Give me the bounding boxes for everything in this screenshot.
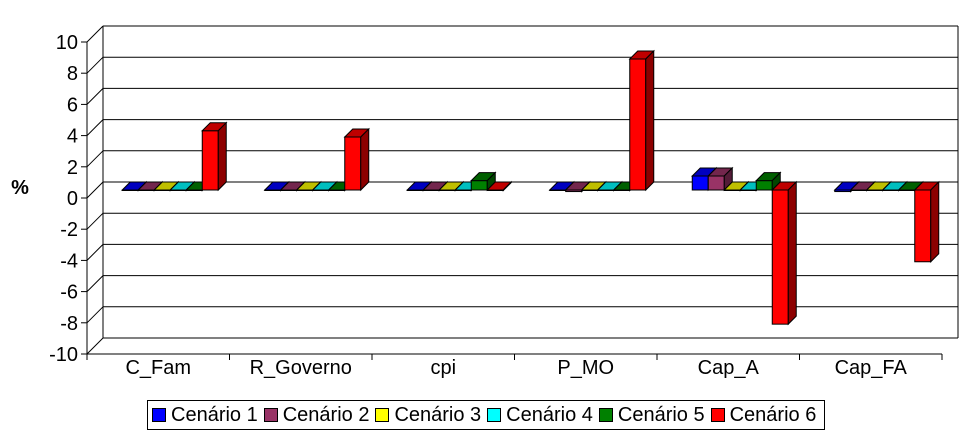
legend-swatch — [487, 408, 502, 422]
bar-chart: 10 8 6 4 2 0 -2 -4 -6 -8 -10 C_Fam R_Governo cpi P_MO C… — [11, 25, 959, 379]
bar-side — [502, 180, 512, 192]
legend-item: Cenário 6 — [710, 403, 817, 427]
bar-side — [217, 121, 227, 192]
legend-item: Cenário 3 — [375, 404, 481, 427]
legend-label: Cenário 4 — [506, 403, 593, 426]
legend-swatch — [375, 408, 390, 422]
side-wall-line — [86, 119, 104, 136]
y-tick-label: 8 — [67, 63, 78, 85]
legend-swatch — [263, 408, 278, 422]
bar — [913, 180, 940, 263]
side-wall-line — [86, 150, 104, 168]
bar — [771, 180, 798, 326]
legend-swatch — [152, 408, 166, 422]
side-wall-line — [86, 306, 104, 324]
side-wall-line — [86, 337, 104, 355]
y-axis-unit-label: % — [11, 177, 29, 199]
bar-front — [344, 136, 362, 191]
axis-layer — [81, 25, 959, 360]
bar-side — [930, 180, 940, 263]
y-tick-label: -2 — [60, 219, 78, 241]
bar-front — [629, 58, 647, 191]
y-tick-label: 0 — [67, 188, 78, 210]
category-label: P_MO — [557, 357, 614, 379]
legend-label: Cenário 6 — [729, 403, 817, 426]
side-wall-line — [86, 212, 104, 230]
y-tick-label: 10 — [56, 32, 78, 54]
chart-legend: Cenário 1 Cenário 2 Cenário 3 Cenário 4 Cená… — [147, 400, 826, 430]
bar-front — [914, 189, 932, 263]
bar — [755, 171, 782, 192]
bar-front — [691, 175, 709, 191]
side-wall-line — [86, 25, 104, 43]
y-tick-label: -8 — [60, 313, 78, 335]
legend-swatch — [710, 408, 725, 422]
legend-label: Cenário 2 — [282, 403, 370, 426]
category-label: Cap_A — [698, 357, 760, 379]
category-label: cpi — [430, 357, 456, 379]
legend-item: Cenário 1 — [152, 404, 258, 427]
bar-front — [470, 180, 488, 191]
bar — [707, 166, 734, 192]
side-wall-line — [86, 56, 104, 74]
legend-swatch — [598, 408, 613, 422]
legend-item: Cenário 4 — [487, 404, 593, 427]
bar-side — [645, 49, 655, 192]
bar — [470, 171, 497, 192]
side-wall-line — [86, 88, 104, 105]
side-wall-line — [86, 244, 104, 261]
bar-side — [787, 180, 797, 326]
legend-label: Cenário 3 — [394, 403, 482, 426]
category-label: R_Governo — [250, 357, 352, 379]
y-tick-label: -10 — [49, 344, 78, 366]
bar-front — [201, 130, 219, 191]
labels-layer: 10 8 6 4 2 0 -2 -4 -6 -8 -10 C_Fam R_Governo cpi P_MO C… — [49, 32, 907, 379]
y-tick-label: -6 — [60, 282, 78, 304]
category-label: C_Fam — [125, 357, 191, 379]
y-tick-label: -4 — [60, 250, 78, 272]
bar-front — [707, 175, 725, 191]
bar — [486, 180, 513, 192]
bar — [201, 121, 228, 192]
legend-item: Cenário 5 — [598, 403, 705, 427]
legend-item: Cenário 2 — [263, 403, 370, 427]
legend-label: Cenário 1 — [171, 403, 258, 426]
legend-label: Cenário 5 — [617, 403, 705, 426]
y-tick-label: 4 — [67, 126, 78, 148]
bar-front — [771, 189, 789, 325]
bar — [343, 127, 370, 192]
side-wall-line — [86, 181, 104, 199]
category-label: Cap_FA — [835, 357, 908, 379]
bar-side — [360, 127, 370, 192]
bar-front — [755, 180, 773, 191]
bars-layer — [121, 49, 940, 326]
y-tick-label: 6 — [67, 94, 78, 116]
y-tick-label: 2 — [67, 157, 78, 179]
bar — [628, 49, 655, 192]
side-wall-line — [86, 275, 104, 292]
